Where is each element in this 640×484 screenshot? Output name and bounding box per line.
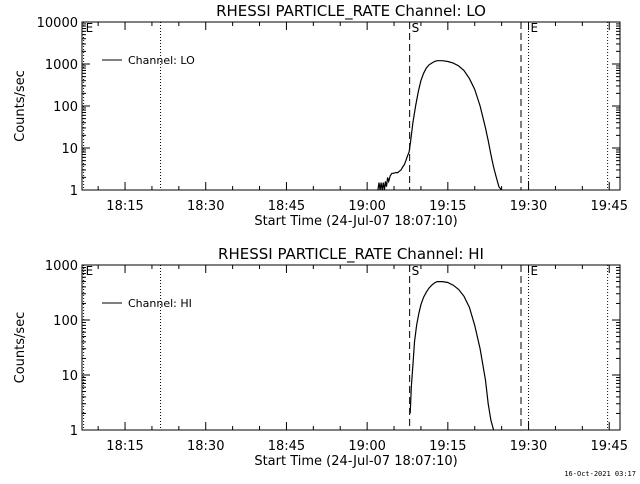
legend-label: Channel: HI <box>128 297 192 310</box>
series-line <box>377 60 503 191</box>
x-tick-label: 19:45 <box>591 199 628 214</box>
footer-timestamp: 16-Oct-2021 03:17 <box>564 470 636 478</box>
event-marker-label: E <box>86 264 94 278</box>
x-tick-label: 18:15 <box>106 439 143 454</box>
y-tick-label: 1000 <box>45 58 78 73</box>
y-tick-label: 100 <box>53 100 78 115</box>
event-marker-label: S <box>412 264 420 278</box>
x-tick-label: 19:00 <box>348 199 385 214</box>
series-line <box>409 281 495 431</box>
x-tick-label: 19:15 <box>429 199 466 214</box>
x-axis-label: Start Time (24-Jul-07 18:07:10) <box>254 214 457 229</box>
x-tick-label: 19:30 <box>510 199 547 214</box>
y-tick-label: 100 <box>53 314 78 329</box>
y-tick-label: 10000 <box>37 16 78 31</box>
event-marker-label: E <box>531 264 539 278</box>
x-axis-label: Start Time (24-Jul-07 18:07:10) <box>254 454 457 469</box>
x-tick-label: 18:30 <box>187 439 224 454</box>
panel-hi: RHESSI PARTICLE_RATE Channel: HI Start T… <box>13 245 628 469</box>
x-tick-label: 18:45 <box>268 199 305 214</box>
x-tick-label: 19:00 <box>348 439 385 454</box>
x-tick-label: 18:45 <box>268 439 305 454</box>
y-axis-label: Counts/sec <box>13 70 28 142</box>
x-tick-label: 19:45 <box>591 439 628 454</box>
x-tick-label: 18:15 <box>106 199 143 214</box>
x-tick-label: 18:30 <box>187 199 224 214</box>
event-marker-label: E <box>531 21 539 35</box>
x-tick-label: 19:30 <box>510 439 547 454</box>
event-marker-label: S <box>412 21 420 35</box>
legend-label: Channel: LO <box>128 54 195 67</box>
x-tick-label: 19:15 <box>429 439 466 454</box>
event-marker-label: E <box>86 21 94 35</box>
y-tick-label: 10 <box>61 142 78 157</box>
y-axis-label: Counts/sec <box>13 312 28 384</box>
y-tick-label: 10 <box>61 369 78 384</box>
chart-title: RHESSI PARTICLE_RATE Channel: LO <box>216 2 486 21</box>
chart-title: RHESSI PARTICLE_RATE Channel: HI <box>218 245 484 264</box>
y-tick-label: 1 <box>70 184 78 199</box>
y-tick-label: 1 <box>70 424 78 439</box>
y-tick-label: 1000 <box>45 259 78 274</box>
plot-frame <box>81 21 621 191</box>
plot-frame <box>81 264 621 431</box>
panel-lo: RHESSI PARTICLE_RATE Channel: LO Start T… <box>13 2 628 229</box>
